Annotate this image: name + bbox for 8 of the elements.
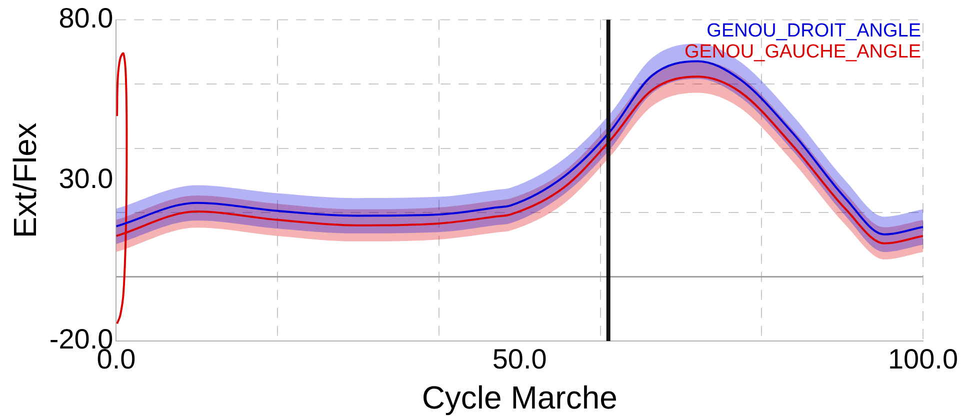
series-label: GENOU_GAUCHE_ANGLE (684, 42, 921, 63)
series-label: GENOU_DROIT_ANGLE (706, 20, 921, 42)
x-axis-title: Cycle Marche (422, 380, 618, 416)
y-tick-label: 80.0 (58, 2, 114, 34)
x-tick-label: 50.0 (492, 344, 547, 375)
x-tick-label: 100.0 (888, 344, 958, 375)
y-axis-title: Ext/Flex (7, 122, 44, 238)
y-tick-label: 30.0 (58, 163, 114, 194)
